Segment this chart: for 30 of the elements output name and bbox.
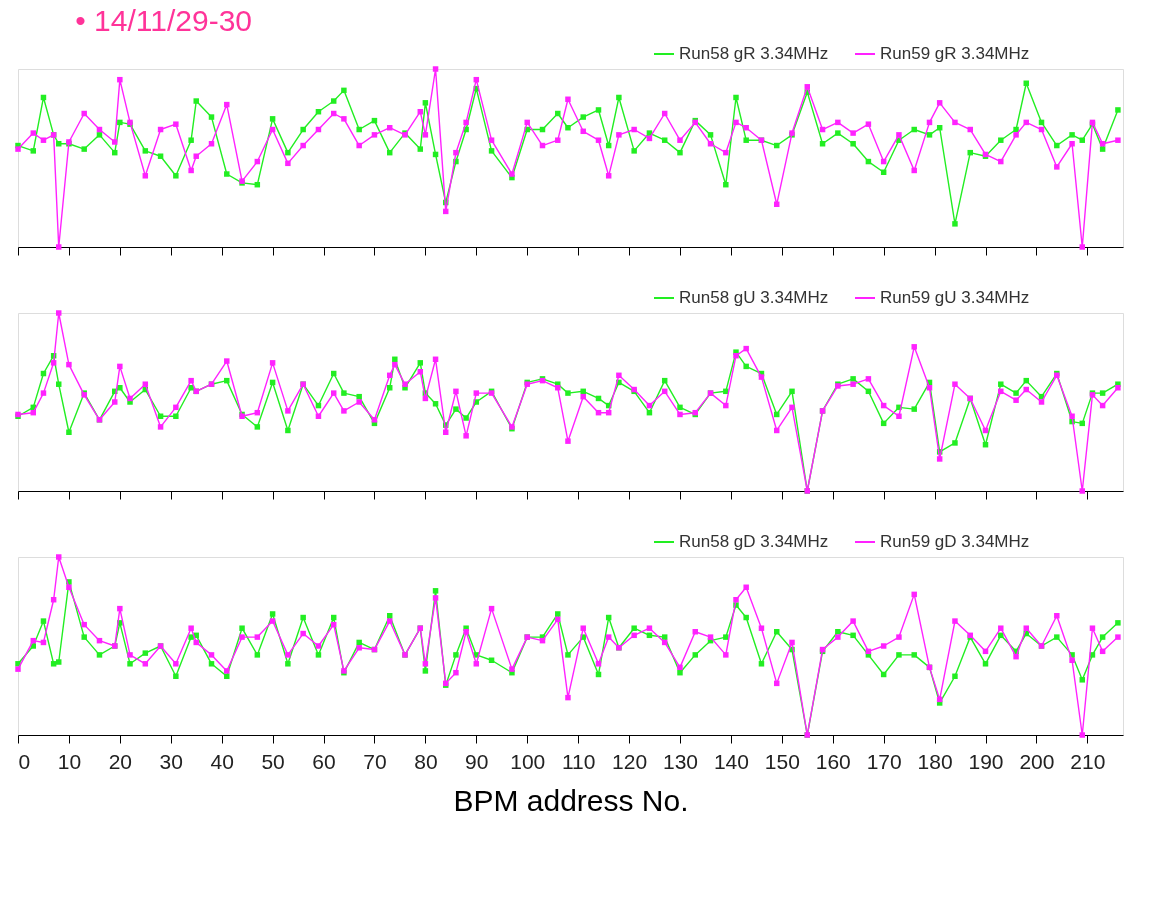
x-tick-label: 160	[815, 749, 851, 773]
x-tick-label: 200	[1019, 749, 1055, 773]
legend-label: Run59 gU 3.34MHz	[880, 288, 1030, 307]
legend-label: Run58 gR 3.34MHz	[679, 44, 829, 63]
x-tick-label: 40	[210, 749, 234, 773]
x-tick-label: 0	[18, 749, 31, 773]
chart-title: • 14/11/29-30	[75, 4, 253, 37]
x-tick-label: 70	[363, 749, 387, 773]
x-tick-label: 10	[57, 749, 82, 773]
x-tick-label: 150	[764, 749, 800, 773]
legend-label: Run58 gD 3.34MHz	[679, 532, 829, 551]
legend-label: Run59 gD 3.34MHz	[880, 532, 1030, 551]
x-tick-label: 90	[465, 749, 489, 773]
x-tick-label: 20	[108, 749, 133, 773]
legend-label: Run59 gR 3.34MHz	[880, 44, 1030, 63]
x-tick-label: 30	[159, 749, 183, 773]
x-tick-label: 110	[561, 749, 596, 773]
x-tick-label: 210	[1070, 749, 1106, 773]
x-tick-label: 130	[662, 749, 699, 773]
x-tick-label: 100	[510, 749, 546, 773]
x-tick-label: 80	[414, 749, 438, 773]
x-tick-label: 120	[612, 749, 648, 773]
x-tick-label: 190	[968, 749, 1004, 773]
legend-label: Run58 gU 3.34MHz	[679, 288, 829, 307]
x-tick-label: 170	[866, 749, 902, 773]
x-tick-label: 140	[713, 749, 749, 773]
x-tick-label: 50	[261, 749, 285, 773]
x-tick-label: 60	[312, 749, 336, 773]
x-axis-title: BPM address No.	[453, 783, 689, 817]
x-tick-label: 180	[917, 749, 953, 773]
